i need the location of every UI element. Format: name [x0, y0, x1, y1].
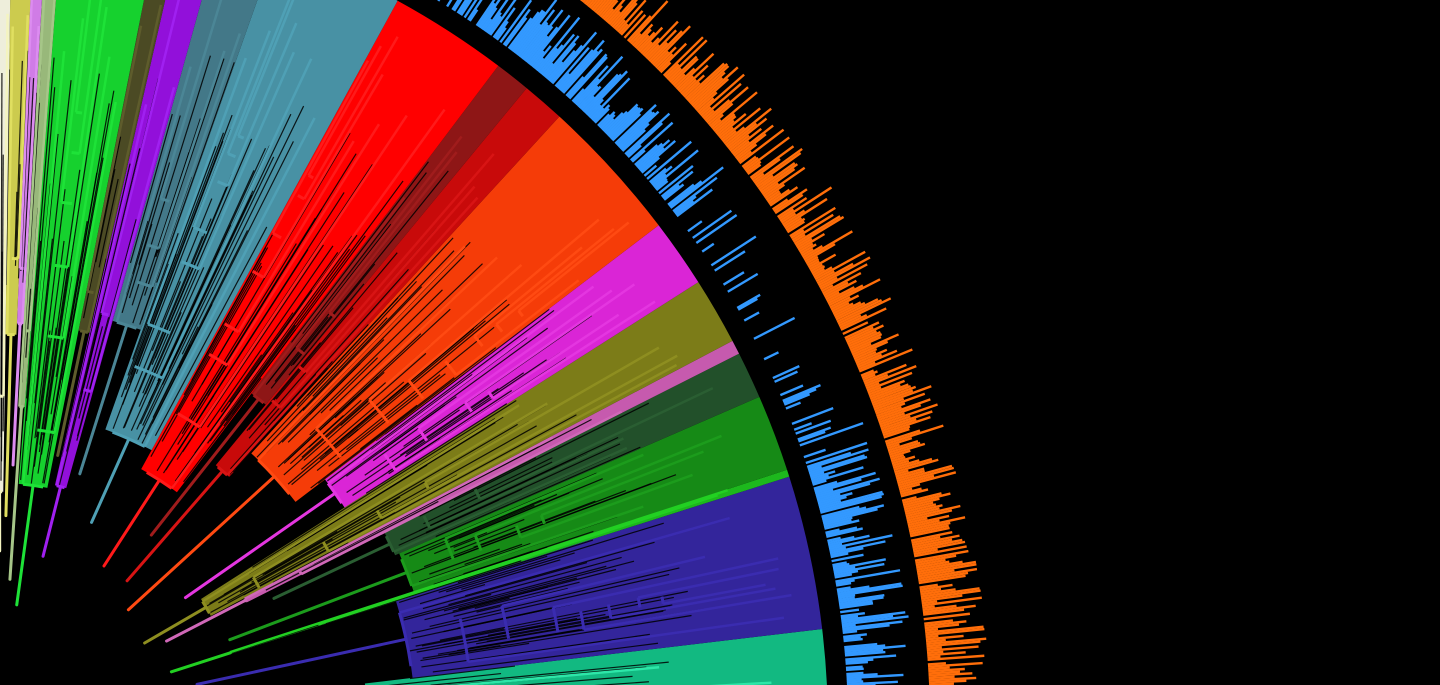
- clade-teal-green-wedge: [364, 628, 827, 685]
- orange-bar-ring: [579, 0, 987, 685]
- clade-orange-red-wedge: [250, 116, 659, 502]
- blue-bar-ring: [437, 0, 909, 685]
- tree-branches: [0, 0, 792, 685]
- clade-crimson-wedge: [215, 88, 560, 477]
